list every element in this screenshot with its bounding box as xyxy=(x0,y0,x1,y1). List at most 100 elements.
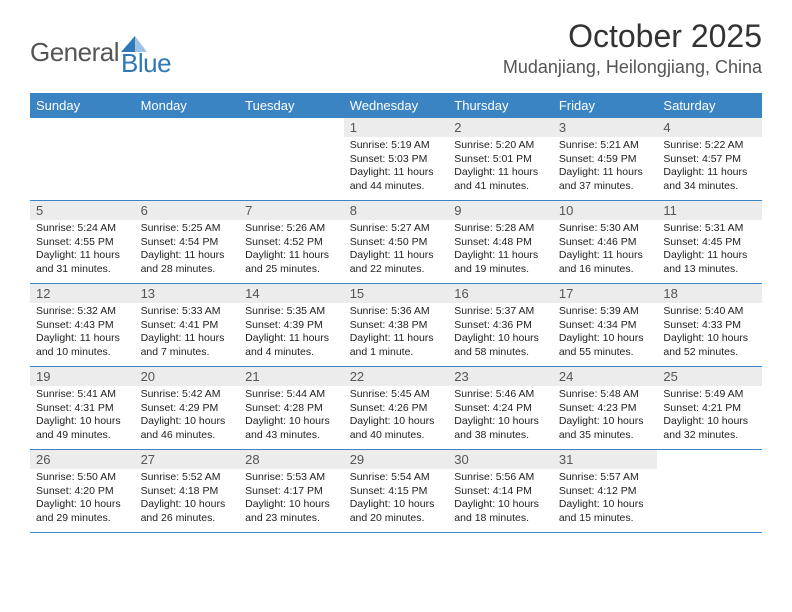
daylight-text: Daylight: 11 hours and 41 minutes. xyxy=(454,166,547,193)
daylight-text: Daylight: 11 hours and 25 minutes. xyxy=(245,249,338,276)
day-details: Sunrise: 5:39 AMSunset: 4:34 PMDaylight:… xyxy=(553,303,658,364)
weekday-header-cell: Monday xyxy=(135,93,240,118)
day-details: Sunrise: 5:21 AMSunset: 4:59 PMDaylight:… xyxy=(553,137,658,198)
sunset-text: Sunset: 4:59 PM xyxy=(559,153,652,167)
calendar-day-cell: 1Sunrise: 5:19 AMSunset: 5:03 PMDaylight… xyxy=(344,118,449,200)
calendar-day-cell: 2Sunrise: 5:20 AMSunset: 5:01 PMDaylight… xyxy=(448,118,553,200)
month-title: October 2025 xyxy=(503,18,762,55)
calendar-day-cell: 13Sunrise: 5:33 AMSunset: 4:41 PMDayligh… xyxy=(135,284,240,366)
sunset-text: Sunset: 4:17 PM xyxy=(245,485,338,499)
calendar-day-cell xyxy=(657,450,762,532)
day-number: 26 xyxy=(30,450,135,469)
sunrise-text: Sunrise: 5:20 AM xyxy=(454,139,547,153)
sunrise-text: Sunrise: 5:45 AM xyxy=(350,388,443,402)
daylight-text: Daylight: 10 hours and 46 minutes. xyxy=(141,415,234,442)
calendar-day-cell: 31Sunrise: 5:57 AMSunset: 4:12 PMDayligh… xyxy=(553,450,658,532)
day-details: Sunrise: 5:56 AMSunset: 4:14 PMDaylight:… xyxy=(448,469,553,530)
sunset-text: Sunset: 4:45 PM xyxy=(663,236,756,250)
day-number: 9 xyxy=(448,201,553,220)
sunrise-text: Sunrise: 5:22 AM xyxy=(663,139,756,153)
daylight-text: Daylight: 10 hours and 58 minutes. xyxy=(454,332,547,359)
sunrise-text: Sunrise: 5:40 AM xyxy=(663,305,756,319)
day-number: 28 xyxy=(239,450,344,469)
sunrise-text: Sunrise: 5:42 AM xyxy=(141,388,234,402)
daylight-text: Daylight: 10 hours and 49 minutes. xyxy=(36,415,129,442)
sunset-text: Sunset: 4:34 PM xyxy=(559,319,652,333)
calendar-week-row: 12Sunrise: 5:32 AMSunset: 4:43 PMDayligh… xyxy=(30,284,762,367)
day-details: Sunrise: 5:25 AMSunset: 4:54 PMDaylight:… xyxy=(135,220,240,281)
sunset-text: Sunset: 4:24 PM xyxy=(454,402,547,416)
sunset-text: Sunset: 4:15 PM xyxy=(350,485,443,499)
weekday-header-cell: Thursday xyxy=(448,93,553,118)
sunrise-text: Sunrise: 5:46 AM xyxy=(454,388,547,402)
day-number: 25 xyxy=(657,367,762,386)
day-number: 5 xyxy=(30,201,135,220)
sunrise-text: Sunrise: 5:48 AM xyxy=(559,388,652,402)
day-details: Sunrise: 5:40 AMSunset: 4:33 PMDaylight:… xyxy=(657,303,762,364)
calendar-day-cell: 6Sunrise: 5:25 AMSunset: 4:54 PMDaylight… xyxy=(135,201,240,283)
day-details: Sunrise: 5:50 AMSunset: 4:20 PMDaylight:… xyxy=(30,469,135,530)
day-details: Sunrise: 5:19 AMSunset: 5:03 PMDaylight:… xyxy=(344,137,449,198)
sunset-text: Sunset: 4:12 PM xyxy=(559,485,652,499)
logo-text-blue: Blue xyxy=(121,48,171,78)
daylight-text: Daylight: 10 hours and 29 minutes. xyxy=(36,498,129,525)
calendar-day-cell: 17Sunrise: 5:39 AMSunset: 4:34 PMDayligh… xyxy=(553,284,658,366)
day-number: 4 xyxy=(657,118,762,137)
calendar-day-cell: 7 Sunrise: 5:26 AMSunset: 4:52 PMDaylight… xyxy=(239,201,344,283)
day-number: 15 xyxy=(344,284,449,303)
sunrise-text: Sunrise: 5:21 AM xyxy=(559,139,652,153)
sunset-text: Sunset: 4:50 PM xyxy=(350,236,443,250)
calendar-day-cell: 3Sunrise: 5:21 AMSunset: 4:59 PMDaylight… xyxy=(553,118,658,200)
day-details: Sunrise: 5:31 AMSunset: 4:45 PMDaylight:… xyxy=(657,220,762,281)
day-number: 30 xyxy=(448,450,553,469)
sunrise-text: Sunrise: 5:36 AM xyxy=(350,305,443,319)
day-details: Sunrise: 5:27 AMSunset: 4:50 PMDaylight:… xyxy=(344,220,449,281)
calendar-day-cell: 5Sunrise: 5:24 AMSunset: 4:55 PMDaylight… xyxy=(30,201,135,283)
daylight-text: Daylight: 10 hours and 32 minutes. xyxy=(663,415,756,442)
calendar-week-row: 26Sunrise: 5:50 AMSunset: 4:20 PMDayligh… xyxy=(30,450,762,533)
day-number: 6 xyxy=(135,201,240,220)
sunset-text: Sunset: 4:21 PM xyxy=(663,402,756,416)
day-number: 18 xyxy=(657,284,762,303)
sunset-text: Sunset: 4:52 PM xyxy=(245,236,338,250)
day-number: 12 xyxy=(30,284,135,303)
sunrise-text: Sunrise: 5:33 AM xyxy=(141,305,234,319)
day-details: Sunrise: 5:45 AMSunset: 4:26 PMDaylight:… xyxy=(344,386,449,447)
day-number: 13 xyxy=(135,284,240,303)
calendar-week-row: 19Sunrise: 5:41 AMSunset: 4:31 PMDayligh… xyxy=(30,367,762,450)
day-number: 7 xyxy=(239,201,344,220)
calendar-week-row: 1Sunrise: 5:19 AMSunset: 5:03 PMDaylight… xyxy=(30,118,762,201)
daylight-text: Daylight: 10 hours and 43 minutes. xyxy=(245,415,338,442)
calendar-day-cell: 16Sunrise: 5:37 AMSunset: 4:36 PMDayligh… xyxy=(448,284,553,366)
calendar-day-cell: 18Sunrise: 5:40 AMSunset: 4:33 PMDayligh… xyxy=(657,284,762,366)
location-text: Mudanjiang, Heilongjiang, China xyxy=(503,57,762,78)
calendar-day-cell: 20Sunrise: 5:42 AMSunset: 4:29 PMDayligh… xyxy=(135,367,240,449)
sunset-text: Sunset: 4:55 PM xyxy=(36,236,129,250)
sunset-text: Sunset: 4:33 PM xyxy=(663,319,756,333)
sunrise-text: Sunrise: 5:24 AM xyxy=(36,222,129,236)
day-details: Sunrise: 5:49 AMSunset: 4:21 PMDaylight:… xyxy=(657,386,762,447)
daylight-text: Daylight: 10 hours and 20 minutes. xyxy=(350,498,443,525)
day-number: 23 xyxy=(448,367,553,386)
daylight-text: Daylight: 10 hours and 15 minutes. xyxy=(559,498,652,525)
sunrise-text: Sunrise: 5:28 AM xyxy=(454,222,547,236)
sunrise-text: Sunrise: 5:26 AM xyxy=(245,222,338,236)
calendar-day-cell: 14Sunrise: 5:35 AMSunset: 4:39 PMDayligh… xyxy=(239,284,344,366)
title-block: October 2025 Mudanjiang, Heilongjiang, C… xyxy=(503,18,762,78)
day-number: 17 xyxy=(553,284,658,303)
daylight-text: Daylight: 10 hours and 26 minutes. xyxy=(141,498,234,525)
sunrise-text: Sunrise: 5:30 AM xyxy=(559,222,652,236)
calendar-day-cell xyxy=(239,118,344,200)
calendar-day-cell xyxy=(135,118,240,200)
weekday-header-cell: Sunday xyxy=(30,93,135,118)
logo: General Blue xyxy=(30,26,171,79)
day-details: Sunrise: 5:52 AMSunset: 4:18 PMDaylight:… xyxy=(135,469,240,530)
calendar-day-cell: 23Sunrise: 5:46 AMSunset: 4:24 PMDayligh… xyxy=(448,367,553,449)
daylight-text: Daylight: 11 hours and 44 minutes. xyxy=(350,166,443,193)
day-details: Sunrise: 5:28 AMSunset: 4:48 PMDaylight:… xyxy=(448,220,553,281)
sunrise-text: Sunrise: 5:53 AM xyxy=(245,471,338,485)
calendar-day-cell: 24Sunrise: 5:48 AMSunset: 4:23 PMDayligh… xyxy=(553,367,658,449)
day-details: Sunrise: 5:22 AMSunset: 4:57 PMDaylight:… xyxy=(657,137,762,198)
sunrise-text: Sunrise: 5:56 AM xyxy=(454,471,547,485)
sunset-text: Sunset: 4:26 PM xyxy=(350,402,443,416)
